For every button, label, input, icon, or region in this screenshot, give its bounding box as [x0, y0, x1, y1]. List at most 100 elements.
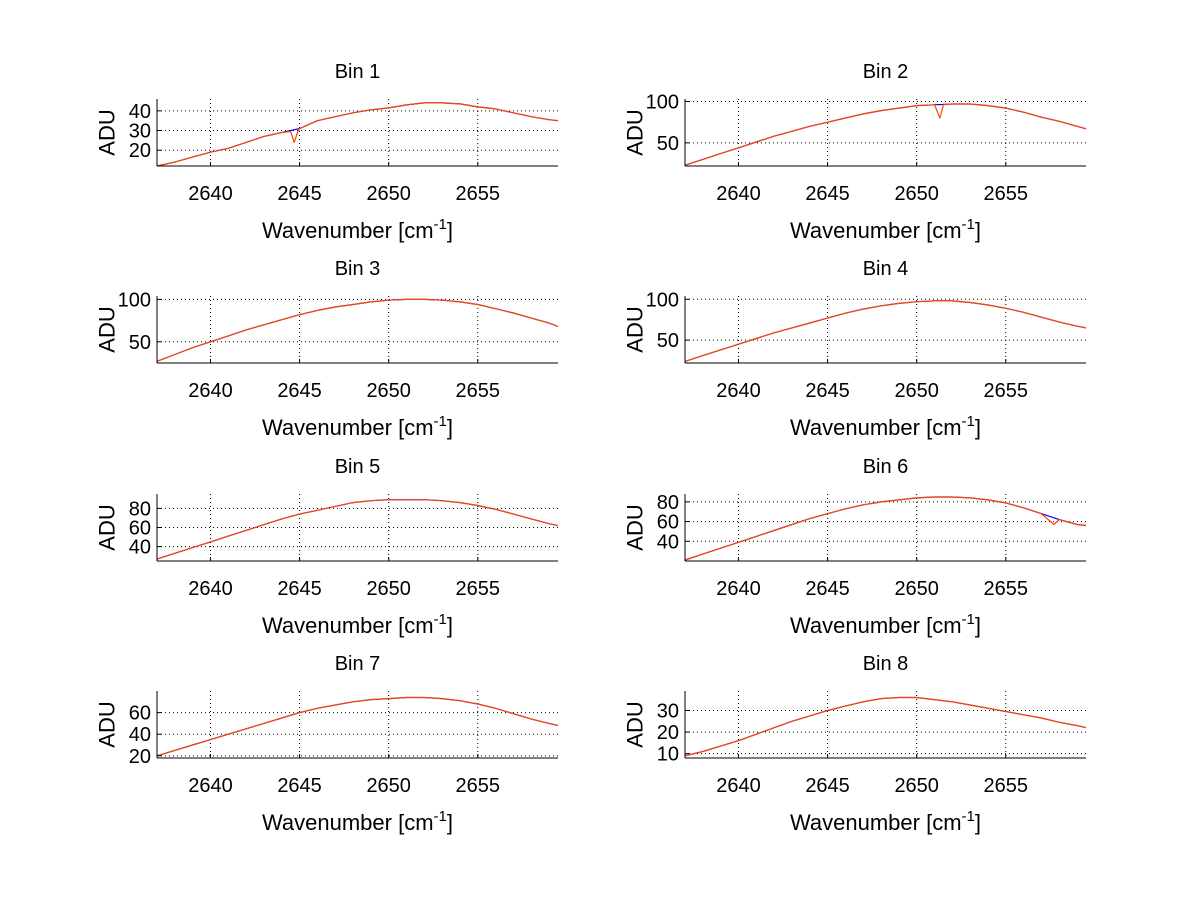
plot-area [157, 296, 558, 363]
panel-title: Bin 2 [863, 61, 909, 83]
x-tick-label: 2650 [894, 578, 939, 600]
x-axis-label-text: Wavenumber [cm [262, 810, 434, 835]
series-line-model [156, 696, 559, 757]
y-tick-label: 50 [129, 332, 151, 354]
x-axis-label-text: Wavenumber [cm [262, 218, 434, 243]
x-axis-label-close: ] [447, 415, 453, 440]
series-line-model [156, 102, 559, 167]
y-tick-label: 80 [129, 498, 151, 520]
plot-area [685, 494, 1086, 561]
x-axis-label-close: ] [975, 810, 981, 835]
x-tick-label: 2650 [894, 183, 939, 205]
y-tick-label: 10 [657, 744, 679, 766]
series-line-model [156, 499, 559, 560]
x-tick-label: 2650 [366, 380, 411, 402]
y-tick-label: 50 [657, 133, 679, 155]
x-tick-label: 2645 [277, 380, 322, 402]
y-axis-label: ADU [95, 109, 120, 155]
x-tick-label: 2655 [984, 578, 1029, 600]
y-tick-label: 60 [129, 518, 151, 540]
y-axis-label: ADU [623, 109, 648, 155]
y-tick-label: 20 [657, 722, 679, 744]
x-tick-label: 2645 [277, 775, 322, 797]
series-line-model [156, 298, 559, 362]
x-tick-label: 2640 [188, 578, 233, 600]
x-axis-label-close: ] [447, 810, 453, 835]
x-axis-label-superscript: -1 [434, 611, 447, 628]
x-tick-label: 2640 [188, 380, 233, 402]
x-axis-label-text: Wavenumber [cm [790, 613, 962, 638]
plot-area [685, 99, 1086, 166]
x-axis-label-text: Wavenumber [cm [790, 218, 962, 243]
y-tick-label: 20 [129, 746, 151, 768]
y-tick-label: 60 [129, 703, 151, 725]
x-axis-label-superscript: -1 [962, 611, 975, 628]
y-axis-label: ADU [95, 306, 120, 352]
x-axis-label-superscript: -1 [434, 216, 447, 233]
x-tick-label: 2645 [277, 183, 322, 205]
x-tick-label: 2655 [984, 183, 1029, 205]
x-tick-label: 2640 [716, 183, 761, 205]
y-tick-label: 30 [657, 700, 679, 722]
x-axis-label-superscript: -1 [434, 808, 447, 825]
x-tick-label: 2640 [716, 775, 761, 797]
panel-title: Bin 1 [335, 61, 381, 83]
x-tick-label: 2650 [366, 183, 411, 205]
y-tick-label: 40 [129, 101, 151, 123]
x-axis-label: Wavenumber [cm-1] [790, 413, 981, 440]
x-tick-label: 2655 [456, 183, 501, 205]
y-axis-label: ADU [623, 306, 648, 352]
x-tick-label: 2655 [456, 775, 501, 797]
panel-bin-3: 2640 2645 2650 2655 50 100 Bin 3 Wavenumber [cm… [95, 258, 559, 440]
x-axis-label-superscript: -1 [962, 216, 975, 233]
y-tick-label: 80 [657, 492, 679, 514]
x-tick-label: 2650 [366, 578, 411, 600]
panel-title: Bin 6 [863, 456, 909, 478]
x-axis-label: Wavenumber [cm-1] [262, 413, 453, 440]
x-tick-label: 2645 [805, 183, 850, 205]
y-tick-label: 40 [129, 724, 151, 746]
x-tick-label: 2640 [188, 183, 233, 205]
panel-bin-2: 2640 2645 2650 2655 50 100 Bin 2 Wavenumber [cm… [623, 61, 1087, 243]
x-axis-label: Wavenumber [cm-1] [790, 808, 981, 835]
x-axis-label-superscript: -1 [962, 413, 975, 430]
series-line-model [684, 300, 1087, 362]
y-tick-label: 40 [657, 531, 679, 553]
y-axis-label: ADU [95, 504, 120, 550]
y-tick-label: 100 [118, 289, 151, 311]
series-line-model [684, 103, 1087, 166]
plot-area [157, 99, 558, 166]
x-tick-label: 2640 [188, 775, 233, 797]
x-tick-label: 2645 [805, 380, 850, 402]
x-axis-label-close: ] [975, 218, 981, 243]
x-axis-label-text: Wavenumber [cm [262, 613, 434, 638]
x-tick-label: 2645 [805, 775, 850, 797]
y-axis-label: ADU [623, 504, 648, 550]
y-tick-label: 30 [129, 121, 151, 143]
x-axis-label-close: ] [975, 415, 981, 440]
panel-bin-4: 2640 2645 2650 2655 50 100 Bin 4 Wavenumber [cm… [623, 258, 1087, 440]
plot-area [157, 691, 558, 758]
panel-title: Bin 5 [335, 456, 381, 478]
y-axis-label: ADU [623, 701, 648, 747]
y-tick-label: 100 [646, 91, 679, 113]
x-axis-label: Wavenumber [cm-1] [262, 216, 453, 243]
x-axis-label-close: ] [447, 613, 453, 638]
x-tick-label: 2655 [456, 578, 501, 600]
series-line-model [684, 696, 1087, 757]
y-tick-label: 40 [129, 537, 151, 559]
x-axis-label: Wavenumber [cm-1] [790, 216, 981, 243]
plot-area [685, 296, 1086, 363]
y-tick-label: 20 [129, 140, 151, 162]
y-tick-label: 100 [646, 289, 679, 311]
y-axis-label: ADU [95, 701, 120, 747]
x-tick-label: 2640 [716, 578, 761, 600]
x-tick-label: 2650 [894, 775, 939, 797]
x-tick-label: 2645 [277, 578, 322, 600]
x-tick-label: 2650 [366, 775, 411, 797]
